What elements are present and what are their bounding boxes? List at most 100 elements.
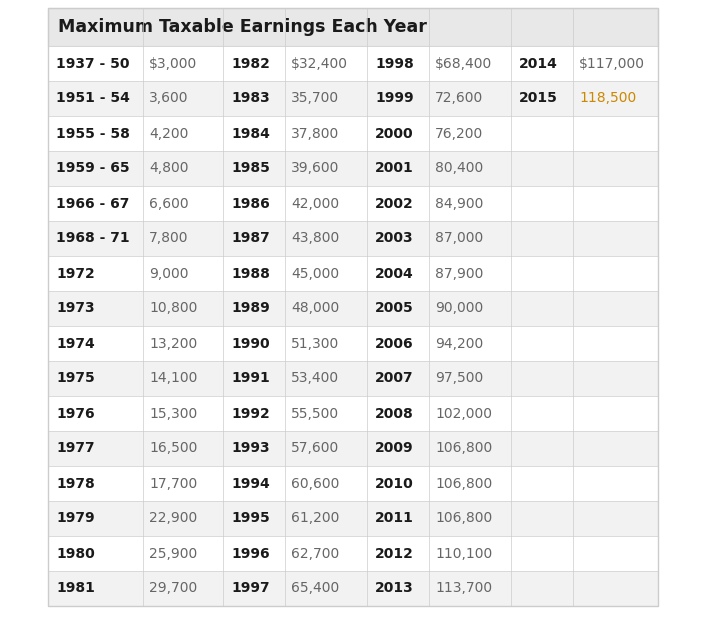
Text: 14,100: 14,100 — [149, 371, 198, 385]
Text: 2010: 2010 — [375, 477, 414, 491]
Text: 65,400: 65,400 — [291, 581, 340, 595]
Text: 97,500: 97,500 — [435, 371, 483, 385]
Text: 1973: 1973 — [56, 302, 95, 316]
Text: 9,000: 9,000 — [149, 267, 189, 281]
Text: 1994: 1994 — [231, 477, 270, 491]
Text: 1955 - 58: 1955 - 58 — [56, 126, 130, 140]
Text: 1990: 1990 — [231, 336, 270, 350]
Text: 62,700: 62,700 — [291, 547, 340, 561]
Bar — [48, 46, 658, 81]
Text: 1995: 1995 — [231, 512, 270, 526]
Text: Maximum Taxable Earnings Each Year: Maximum Taxable Earnings Each Year — [58, 18, 427, 36]
Bar — [48, 8, 658, 46]
Text: $68,400: $68,400 — [435, 57, 492, 71]
Text: 1996: 1996 — [231, 547, 270, 561]
Text: 4,800: 4,800 — [149, 161, 189, 175]
Text: 1966 - 67: 1966 - 67 — [56, 197, 129, 211]
Text: 1951 - 54: 1951 - 54 — [56, 91, 130, 105]
Text: 1976: 1976 — [56, 406, 95, 420]
Text: 45,000: 45,000 — [291, 267, 339, 281]
Text: 2009: 2009 — [375, 441, 414, 456]
Text: 87,900: 87,900 — [435, 267, 484, 281]
Text: 1992: 1992 — [231, 406, 270, 420]
Text: 84,900: 84,900 — [435, 197, 484, 211]
Text: 1997: 1997 — [231, 581, 270, 595]
Text: 3,600: 3,600 — [149, 91, 189, 105]
Text: 1993: 1993 — [231, 441, 270, 456]
Text: 17,700: 17,700 — [149, 477, 197, 491]
Text: 1980: 1980 — [56, 547, 95, 561]
Text: 2007: 2007 — [375, 371, 414, 385]
Text: 2013: 2013 — [375, 581, 414, 595]
Text: 10,800: 10,800 — [149, 302, 198, 316]
Text: 55,500: 55,500 — [291, 406, 339, 420]
Text: 94,200: 94,200 — [435, 336, 483, 350]
Text: 57,600: 57,600 — [291, 441, 340, 456]
Text: 76,200: 76,200 — [435, 126, 483, 140]
Text: 1974: 1974 — [56, 336, 95, 350]
Text: 1986: 1986 — [231, 197, 270, 211]
Text: 1972: 1972 — [56, 267, 95, 281]
Text: 2000: 2000 — [375, 126, 414, 140]
Bar — [48, 466, 658, 501]
Text: 61,200: 61,200 — [291, 512, 340, 526]
Text: 1991: 1991 — [231, 371, 270, 385]
Bar — [48, 396, 658, 431]
Text: 1982: 1982 — [231, 57, 270, 71]
Text: 118,500: 118,500 — [579, 91, 636, 105]
Text: 1975: 1975 — [56, 371, 95, 385]
Text: 87,000: 87,000 — [435, 232, 483, 246]
Text: 42,000: 42,000 — [291, 197, 339, 211]
Text: 1984: 1984 — [231, 126, 270, 140]
Text: 1937 - 50: 1937 - 50 — [56, 57, 129, 71]
Text: 29,700: 29,700 — [149, 581, 197, 595]
Bar — [48, 361, 658, 396]
Text: 2011: 2011 — [375, 512, 414, 526]
Text: 1985: 1985 — [231, 161, 270, 175]
Text: 4,200: 4,200 — [149, 126, 189, 140]
Text: 2015: 2015 — [519, 91, 558, 105]
Text: 1981: 1981 — [56, 581, 95, 595]
Text: 16,500: 16,500 — [149, 441, 198, 456]
Text: 2008: 2008 — [375, 406, 414, 420]
Bar — [48, 326, 658, 361]
Text: 1983: 1983 — [231, 91, 270, 105]
Text: 110,100: 110,100 — [435, 547, 492, 561]
Text: 1999: 1999 — [375, 91, 414, 105]
Text: 2005: 2005 — [375, 302, 414, 316]
Text: 15,300: 15,300 — [149, 406, 197, 420]
Text: 2004: 2004 — [375, 267, 414, 281]
Bar — [48, 81, 658, 116]
Text: 53,400: 53,400 — [291, 371, 339, 385]
Bar — [48, 291, 658, 326]
Text: 102,000: 102,000 — [435, 406, 492, 420]
Bar — [48, 221, 658, 256]
Text: 39,600: 39,600 — [291, 161, 340, 175]
Bar — [48, 8, 658, 606]
Text: 37,800: 37,800 — [291, 126, 340, 140]
Text: 72,600: 72,600 — [435, 91, 483, 105]
Text: 1979: 1979 — [56, 512, 95, 526]
Text: 106,800: 106,800 — [435, 441, 492, 456]
Text: 35,700: 35,700 — [291, 91, 339, 105]
Text: 13,200: 13,200 — [149, 336, 197, 350]
Text: 2006: 2006 — [375, 336, 414, 350]
Text: 48,000: 48,000 — [291, 302, 340, 316]
Bar — [48, 501, 658, 536]
Text: $3,000: $3,000 — [149, 57, 197, 71]
Bar — [48, 431, 658, 466]
Text: 90,000: 90,000 — [435, 302, 483, 316]
Bar — [48, 186, 658, 221]
Text: 1968 - 71: 1968 - 71 — [56, 232, 130, 246]
Text: 1989: 1989 — [231, 302, 270, 316]
Text: 1988: 1988 — [231, 267, 270, 281]
Text: 2002: 2002 — [375, 197, 414, 211]
Text: $117,000: $117,000 — [579, 57, 645, 71]
Text: 106,800: 106,800 — [435, 512, 492, 526]
Text: 51,300: 51,300 — [291, 336, 340, 350]
Text: 80,400: 80,400 — [435, 161, 483, 175]
Text: 25,900: 25,900 — [149, 547, 197, 561]
Bar — [48, 116, 658, 151]
Text: 1987: 1987 — [231, 232, 270, 246]
Text: 1977: 1977 — [56, 441, 95, 456]
